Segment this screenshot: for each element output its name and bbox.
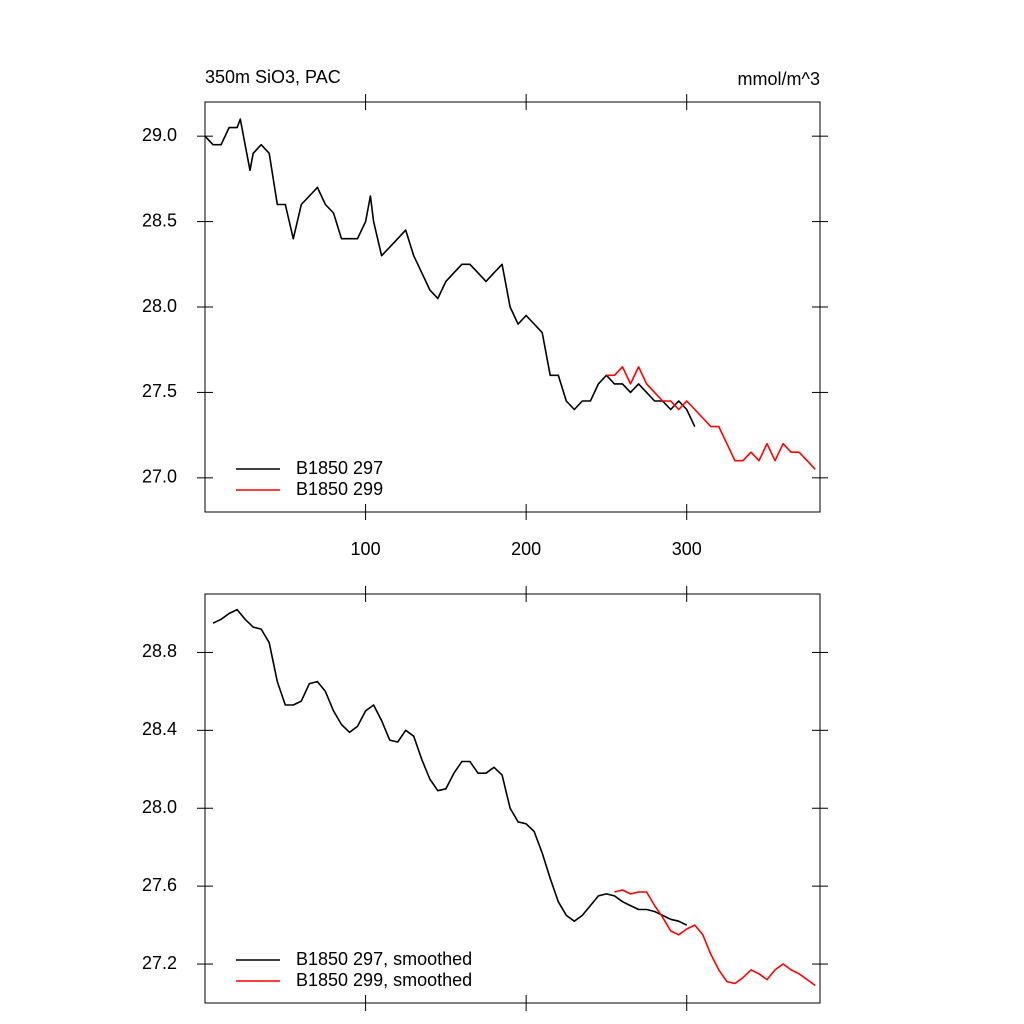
plot-frame [204,593,821,1004]
legend-label: B1850 297, smoothed [296,949,472,969]
y-tick-label: 28.8 [142,641,177,661]
y-tick-label: 28.0 [142,797,177,817]
x-tick-label: 300 [672,539,702,559]
y-tick-label: 27.2 [142,953,177,973]
data-line [212,608,688,926]
x-tick-label: 200 [511,539,541,559]
legend-label: B1850 299, smoothed [296,970,472,990]
y-tick-label: 28.4 [142,719,177,739]
data-line [204,118,696,427]
chart-title: 350m SiO3, PAC [205,67,341,87]
data-line [606,366,816,470]
y-tick-label: 28.0 [142,296,177,316]
legend-label: B1850 297 [296,458,383,478]
plot-frame [204,101,821,513]
y-tick-label: 27.6 [142,875,177,895]
y-tick-label: 27.0 [142,467,177,487]
y-tick-label: 27.5 [142,381,177,401]
y-tick-label: 29.0 [142,125,177,145]
units-label: mmol/m^3 [738,69,820,89]
data-line [614,889,816,987]
x-tick-label: 100 [351,539,381,559]
y-tick-label: 28.5 [142,210,177,230]
legend-label: B1850 299 [296,479,383,499]
